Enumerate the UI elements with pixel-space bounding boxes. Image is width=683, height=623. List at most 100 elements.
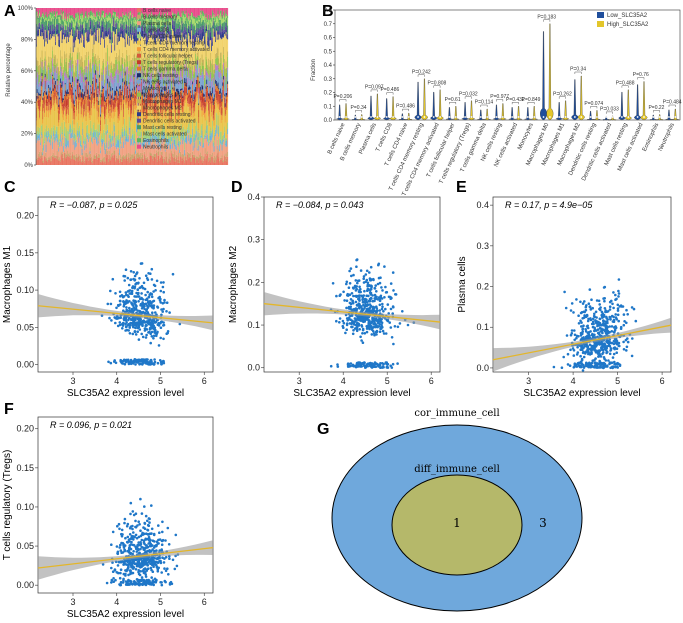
stack-segment (99, 65, 101, 76)
stack-segment (132, 134, 133, 140)
stack-segment (160, 27, 161, 32)
stack-segment (159, 158, 161, 161)
stack-segment (92, 8, 93, 14)
stack-segment (160, 8, 161, 17)
stack-segment (213, 69, 215, 75)
stack-segment (90, 17, 92, 22)
stack-segment (111, 65, 113, 74)
stack-segment (92, 62, 94, 65)
stack-segment (162, 139, 164, 157)
stack-segment (215, 129, 217, 137)
stack-segment (209, 159, 211, 165)
stack-segment (107, 47, 109, 62)
stack-segment (39, 12, 41, 17)
stack-segment (55, 16, 57, 20)
stack-segment (153, 39, 155, 76)
stack-segment (185, 136, 187, 143)
stack-segment (85, 138, 87, 144)
stack-segment (183, 73, 185, 91)
stack-segment (108, 111, 110, 132)
stack-segment (192, 24, 193, 36)
stack-segment (201, 130, 203, 138)
stack-segment (68, 15, 70, 23)
stack-segment (72, 76, 73, 82)
stack-segment (93, 131, 95, 137)
stack-segment (146, 40, 148, 46)
stack-segment (186, 71, 188, 83)
stack-segment (133, 143, 135, 157)
stack-segment (155, 38, 157, 45)
stack-segment (128, 12, 129, 17)
stack-segment (56, 18, 57, 25)
stack-segment (111, 44, 113, 51)
stack-segment (134, 109, 136, 134)
stack-segment (120, 37, 121, 66)
stack-segment (76, 29, 78, 53)
stack-segment (87, 139, 89, 155)
stack-segment (194, 82, 196, 90)
stack-segment (128, 16, 129, 19)
stack-segment (158, 17, 160, 25)
stack-segment (189, 110, 191, 117)
stack-segment (180, 29, 182, 40)
stack-segment (192, 154, 193, 165)
stack-segment (155, 113, 157, 115)
stack-segment (72, 52, 73, 57)
stack-segment (41, 24, 43, 29)
stack-segment (102, 106, 104, 114)
stack-segment (118, 55, 120, 61)
stack-segment (63, 99, 65, 104)
stack-segment (104, 161, 106, 164)
stack-segment (96, 154, 97, 165)
stack-segment (111, 52, 113, 62)
stack-segment (92, 86, 93, 96)
stack-segment (94, 91, 96, 102)
stack-segment (121, 138, 123, 157)
stack-segment (90, 15, 92, 18)
stack-segment (78, 154, 80, 156)
stack-segment (61, 56, 63, 64)
stack-segment (56, 66, 58, 74)
stack-segment (151, 72, 153, 80)
stack-segment (119, 162, 121, 165)
stack-segment (199, 87, 201, 94)
stack-segment (76, 54, 78, 60)
stack-segment (64, 35, 65, 40)
stack-segment (75, 160, 77, 165)
stack-segment (101, 86, 103, 90)
stack-segment (65, 108, 67, 116)
stack-segment (103, 101, 105, 107)
stack-segment (55, 157, 57, 165)
stack-segment (168, 108, 169, 135)
stack-segment (126, 24, 128, 30)
stack-segment (133, 57, 135, 62)
stack-segment (184, 153, 186, 158)
stack-segment (103, 19, 105, 28)
stack-segment (200, 90, 201, 96)
stack-segment (146, 108, 148, 116)
stack-segment (194, 155, 196, 158)
stack-segment (152, 160, 154, 165)
stack-segment (172, 137, 174, 154)
stack-segment (188, 35, 190, 61)
stack-segment (129, 78, 131, 86)
stack-segment (99, 21, 101, 26)
stack-segment (107, 124, 109, 130)
stack-segment (95, 66, 97, 71)
stack-segment (169, 35, 171, 43)
stack-segment (48, 127, 49, 132)
stack-segment (162, 28, 164, 33)
stack-segment (100, 44, 101, 90)
stack-segment (41, 138, 43, 154)
stack-segment (136, 90, 137, 96)
stack-segment (105, 148, 107, 154)
stack-segment (108, 135, 110, 139)
stack-segment (124, 128, 125, 136)
stack-segment (165, 105, 167, 112)
stack-segment (195, 49, 197, 54)
stack-segment (162, 79, 164, 94)
stack-segment (111, 61, 113, 66)
stack-segment (116, 91, 118, 96)
stack-segment (202, 110, 204, 137)
stack-segment (153, 156, 155, 165)
